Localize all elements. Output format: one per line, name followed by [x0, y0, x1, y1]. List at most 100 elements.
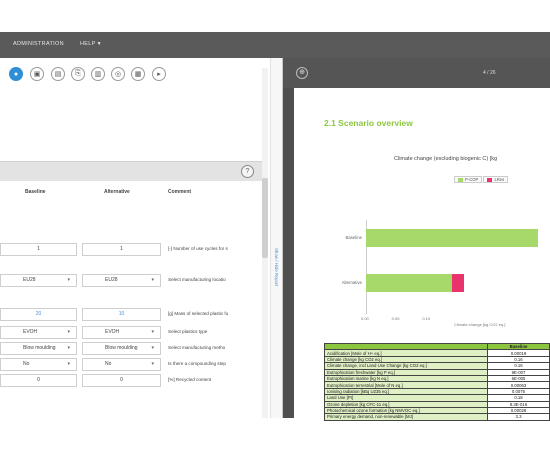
table-header-baseline: Baseline: [487, 342, 550, 351]
table-header-row: Baseline: [324, 342, 550, 351]
baseline-value: EVOH: [23, 329, 38, 335]
impact-value: 0.16: [487, 355, 550, 364]
row-description: Is there a compounding step: [168, 361, 226, 366]
row-description: [%] Recycled content: [168, 377, 212, 382]
row-description: Select plastics type: [168, 329, 208, 334]
show-hide-report-toggle[interactable]: Show / Hide Report: [272, 248, 281, 338]
alternative-select-row-6[interactable]: No ▾: [82, 358, 161, 371]
baseline-select-row-4[interactable]: EVOH ▾: [0, 326, 77, 339]
table-row: Climate change [kg CO2 eq.] 0.16: [324, 355, 550, 364]
top-menu-bar: ADMINISTRATION HELP▼: [0, 32, 550, 58]
chart-bar-baseline-series-1: [366, 229, 538, 247]
alternative-value: 0: [120, 377, 123, 383]
alternative-select-row-5[interactable]: Blow moulding ▾: [82, 342, 161, 355]
impact-value: 0.00028: [487, 406, 550, 415]
alternative-input-row-7[interactable]: 0: [82, 374, 161, 387]
alternative-value: Blow moulding: [105, 345, 138, 351]
table-row: Photochemical ozone formation [kg NMVOC …: [324, 406, 550, 415]
baseline-value: No: [23, 361, 30, 367]
legend-label-1: P-COP: [465, 177, 479, 182]
menu-administration[interactable]: ADMINISTRATION: [13, 41, 64, 47]
chart-x-tick-label: 0.10: [422, 316, 431, 321]
report-section-title: 2.1 Scenario overview: [324, 118, 413, 128]
impact-value: 6E-005: [487, 374, 550, 383]
settings-icon: ◎: [114, 71, 122, 78]
alternative-value: 10: [118, 311, 125, 317]
chart-bar-alternative-series-2: [451, 274, 465, 292]
pane-splitter[interactable]: [270, 58, 283, 418]
copy-button[interactable]: ⎘: [71, 67, 85, 81]
impact-value: 0.00063: [487, 381, 550, 389]
section-header: ?: [0, 161, 262, 181]
delete-button[interactable]: ▦: [131, 67, 145, 81]
baseline-value: 20: [35, 311, 42, 317]
chart-x-tick-label: 0.00: [361, 316, 369, 321]
dropdown-arrow-icon: ▾: [151, 329, 154, 335]
copy-icon: ⎘: [75, 70, 81, 77]
impact-category: Primary energy demand, non-renewable [MJ…: [324, 413, 488, 421]
legend-item-2: LRes: [483, 176, 509, 183]
alternative-value: No: [105, 361, 112, 367]
alternative-select-row-2[interactable]: EU28 ▾: [82, 274, 161, 287]
chart-bar-alternative-series-1: [366, 274, 452, 292]
table-row: Eutrophication terrestrial [Mole of N eq…: [324, 381, 550, 389]
row-description: Select manufacturing locatio: [168, 277, 226, 282]
impact-value: 0.0076: [487, 387, 550, 396]
alternative-input-row-3[interactable]: 10: [82, 308, 161, 321]
chart-legend: P-COP LRes: [454, 176, 509, 183]
table-row: Acidification [Mole of H+ eq.] 0.00019: [324, 349, 550, 357]
document-icon: ▥: [94, 71, 102, 78]
save-button[interactable]: ▣: [30, 67, 44, 81]
table-row: Climate change, incl Land Use Change [kg…: [324, 362, 550, 370]
alternative-value: 1: [120, 246, 123, 252]
baseline-select-row-5[interactable]: Blow moulding ▾: [0, 342, 77, 355]
dropdown-arrow-icon: ▾: [151, 345, 154, 351]
table-row: Land Use [Pt] 0.18: [324, 394, 550, 402]
table-row: Eutrophication freshwater [kg P eq.] 9E-0…: [324, 368, 550, 376]
dropdown-arrow-icon: ▾: [67, 361, 70, 367]
baseline-input-row-3[interactable]: 20: [0, 308, 77, 321]
impact-value: 9E-007: [487, 368, 550, 376]
impact-value: 0.00019: [487, 349, 550, 357]
menu-help-label: HELP: [80, 41, 96, 47]
dropdown-arrow-icon: ▾: [151, 277, 154, 283]
show-hide-report-label: Show / Hide Report: [274, 248, 279, 287]
row-description: Select manufacturing metho: [168, 345, 226, 350]
save-icon: ▣: [33, 71, 41, 78]
delete-icon: ▦: [134, 71, 142, 78]
menu-help[interactable]: HELP▼: [80, 41, 102, 47]
column-header-comment: Comment: [168, 189, 192, 195]
baseline-value: EU28: [23, 277, 36, 283]
document-button[interactable]: ▥: [91, 67, 105, 81]
help-icon[interactable]: ?: [241, 165, 254, 178]
report-viewer: ⊕ 4 / 26 2.1 Scenario overview Climate c…: [283, 58, 550, 421]
row-description: [g] Mass of selected plastic fu: [168, 311, 229, 316]
baseline-input-row-1[interactable]: 1: [0, 243, 77, 256]
column-header-baseline: Baseline: [25, 189, 46, 195]
scenario-editor-pane: ● ▣ ▤ ⎘ ▥ ◎ ▦ ▸ ? Baseline Alternative C…: [0, 58, 283, 418]
active-record-button[interactable]: ●: [9, 67, 23, 81]
alternative-input-row-1[interactable]: 1: [82, 243, 161, 256]
baseline-select-row-6[interactable]: No ▾: [0, 358, 77, 371]
caret-down-icon: ▼: [96, 41, 102, 47]
alternative-select-row-4[interactable]: EVOH ▾: [82, 326, 161, 339]
play-icon: ▸: [157, 71, 161, 78]
chart-title: Climate change (excluding biogenic C) [k…: [394, 156, 498, 162]
save-as-icon: ▤: [54, 71, 62, 78]
legend-swatch-2: [487, 177, 493, 182]
impact-value: 8.3E-016: [487, 400, 550, 408]
viewer-tool-icon[interactable]: ⊕: [296, 67, 308, 79]
baseline-input-row-7[interactable]: 0: [0, 374, 77, 387]
dropdown-arrow-icon: ▾: [67, 329, 70, 335]
chart-y-axis: [366, 220, 367, 314]
save-as-button[interactable]: ▤: [51, 67, 65, 81]
dropdown-arrow-icon: ▾: [67, 345, 70, 351]
settings-button[interactable]: ◎: [111, 67, 125, 81]
table-row: Primary energy demand, non-renewable [MJ…: [324, 413, 550, 421]
page-indicator: 4 / 26: [483, 70, 496, 76]
play-button[interactable]: ▸: [152, 67, 166, 81]
baseline-value: 1: [37, 246, 40, 252]
scrollbar-thumb[interactable]: [262, 178, 268, 258]
baseline-select-row-2[interactable]: EU28 ▾: [0, 274, 77, 287]
dropdown-arrow-icon: ▾: [67, 277, 70, 283]
